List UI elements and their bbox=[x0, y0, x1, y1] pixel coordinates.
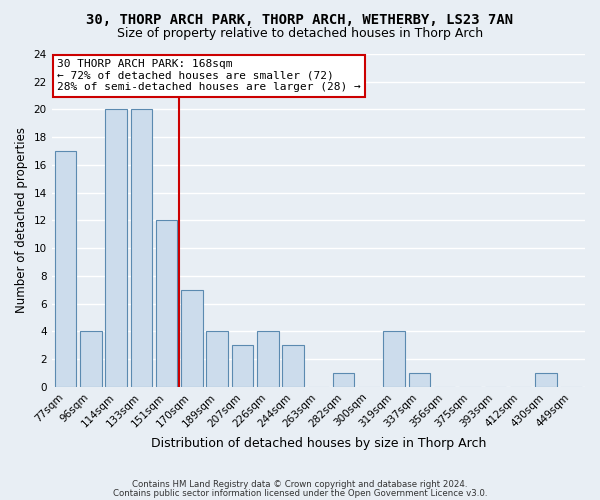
Text: Contains public sector information licensed under the Open Government Licence v3: Contains public sector information licen… bbox=[113, 488, 487, 498]
Bar bbox=[80, 332, 101, 387]
Bar bbox=[106, 110, 127, 387]
Text: Size of property relative to detached houses in Thorp Arch: Size of property relative to detached ho… bbox=[117, 28, 483, 40]
Bar bbox=[156, 220, 178, 387]
Text: 30 THORP ARCH PARK: 168sqm
← 72% of detached houses are smaller (72)
28% of semi: 30 THORP ARCH PARK: 168sqm ← 72% of deta… bbox=[57, 59, 361, 92]
Bar bbox=[181, 290, 203, 387]
X-axis label: Distribution of detached houses by size in Thorp Arch: Distribution of detached houses by size … bbox=[151, 437, 486, 450]
Bar bbox=[535, 373, 557, 387]
Bar bbox=[131, 110, 152, 387]
Bar bbox=[383, 332, 405, 387]
Bar bbox=[257, 332, 278, 387]
Bar bbox=[206, 332, 228, 387]
Bar bbox=[55, 151, 76, 387]
Bar bbox=[283, 346, 304, 387]
Text: 30, THORP ARCH PARK, THORP ARCH, WETHERBY, LS23 7AN: 30, THORP ARCH PARK, THORP ARCH, WETHERB… bbox=[86, 12, 514, 26]
Bar bbox=[409, 373, 430, 387]
Text: Contains HM Land Registry data © Crown copyright and database right 2024.: Contains HM Land Registry data © Crown c… bbox=[132, 480, 468, 489]
Y-axis label: Number of detached properties: Number of detached properties bbox=[15, 128, 28, 314]
Bar bbox=[232, 346, 253, 387]
Bar bbox=[333, 373, 355, 387]
